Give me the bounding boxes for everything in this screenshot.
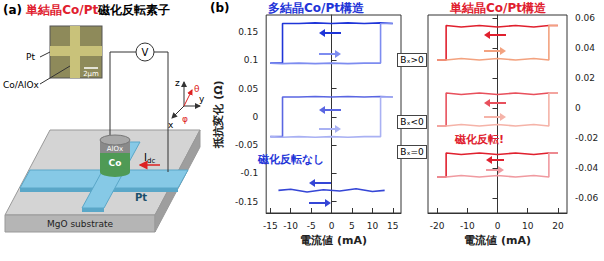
svg-text:0.04: 0.04	[575, 43, 595, 53]
svg-text:-0.06: -0.06	[575, 193, 599, 203]
svg-text:-15: -15	[263, 221, 278, 231]
svg-text:-0.15: -0.15	[235, 197, 258, 207]
svg-text:電流値 (mA): 電流値 (mA)	[464, 234, 531, 247]
svg-text:V: V	[142, 47, 149, 58]
svg-text:0.06: 0.06	[575, 13, 595, 23]
svg-text:Pt: Pt	[135, 192, 147, 203]
svg-text:0.1: 0.1	[244, 55, 258, 65]
svg-text:0.15: 0.15	[238, 27, 258, 37]
svg-text:x: x	[168, 120, 174, 130]
svg-text:-10: -10	[460, 221, 475, 231]
html-text:単結晶Co/Pt構造: 単結晶Co/Pt構造	[450, 1, 546, 15]
svg-text:-0.05: -0.05	[235, 140, 258, 150]
svg-text:Pt: Pt	[26, 52, 35, 62]
svg-text:0: 0	[252, 112, 258, 122]
html-text:磁化反転なし: 磁化反転なし	[258, 153, 324, 166]
html-text:(b): (b)	[210, 1, 230, 15]
html-text:多結晶Co/Pt構造: 多結晶Co/Pt構造	[268, 1, 364, 15]
svg-text:θ: θ	[194, 84, 200, 94]
svg-text:z: z	[175, 78, 180, 88]
svg-text:φ: φ	[182, 114, 188, 124]
svg-text:Co: Co	[109, 158, 122, 168]
svg-text:AlOx: AlOx	[107, 145, 123, 153]
svg-text:Idc: Idc	[144, 152, 155, 165]
svg-text:0: 0	[495, 221, 501, 231]
svg-text:抵抗変化 (Ω): 抵抗変化 (Ω)	[212, 80, 225, 148]
svg-text:-0.04: -0.04	[575, 163, 599, 173]
svg-text:-5: -5	[307, 221, 316, 231]
svg-text:10: 10	[367, 221, 379, 231]
svg-text:-0.1: -0.1	[241, 168, 259, 178]
svg-text:y: y	[199, 94, 205, 104]
svg-text:-10: -10	[283, 221, 298, 231]
svg-text:0: 0	[575, 103, 581, 113]
svg-text:10: 10	[522, 221, 534, 231]
svg-text:-0.02: -0.02	[575, 133, 598, 143]
svg-text:2μm: 2μm	[83, 70, 99, 78]
svg-text:0: 0	[329, 221, 335, 231]
html-text:Bₓ>0: Bₓ>0	[400, 55, 424, 65]
svg-text:-20: -20	[430, 221, 445, 231]
svg-text:15: 15	[387, 221, 398, 231]
svg-text:Co/AlOx: Co/AlOx	[3, 80, 40, 90]
svg-text:5: 5	[349, 221, 355, 231]
svg-text:(a) 単結晶Co/Pt磁化反転素子: (a) 単結晶Co/Pt磁化反転素子	[3, 3, 170, 17]
svg-text:20: 20	[552, 221, 564, 231]
svg-text:0.05: 0.05	[238, 84, 258, 94]
html-text:磁化反転!: 磁化反転!	[455, 133, 504, 146]
html-text:Bₓ=0: Bₓ=0	[400, 147, 424, 157]
svg-text:0.02: 0.02	[575, 73, 595, 83]
html-text:Bₓ<0: Bₓ<0	[400, 117, 424, 127]
svg-text:電流値 (mA): 電流値 (mA)	[300, 234, 367, 247]
svg-text:MgO substrate: MgO substrate	[47, 219, 113, 229]
